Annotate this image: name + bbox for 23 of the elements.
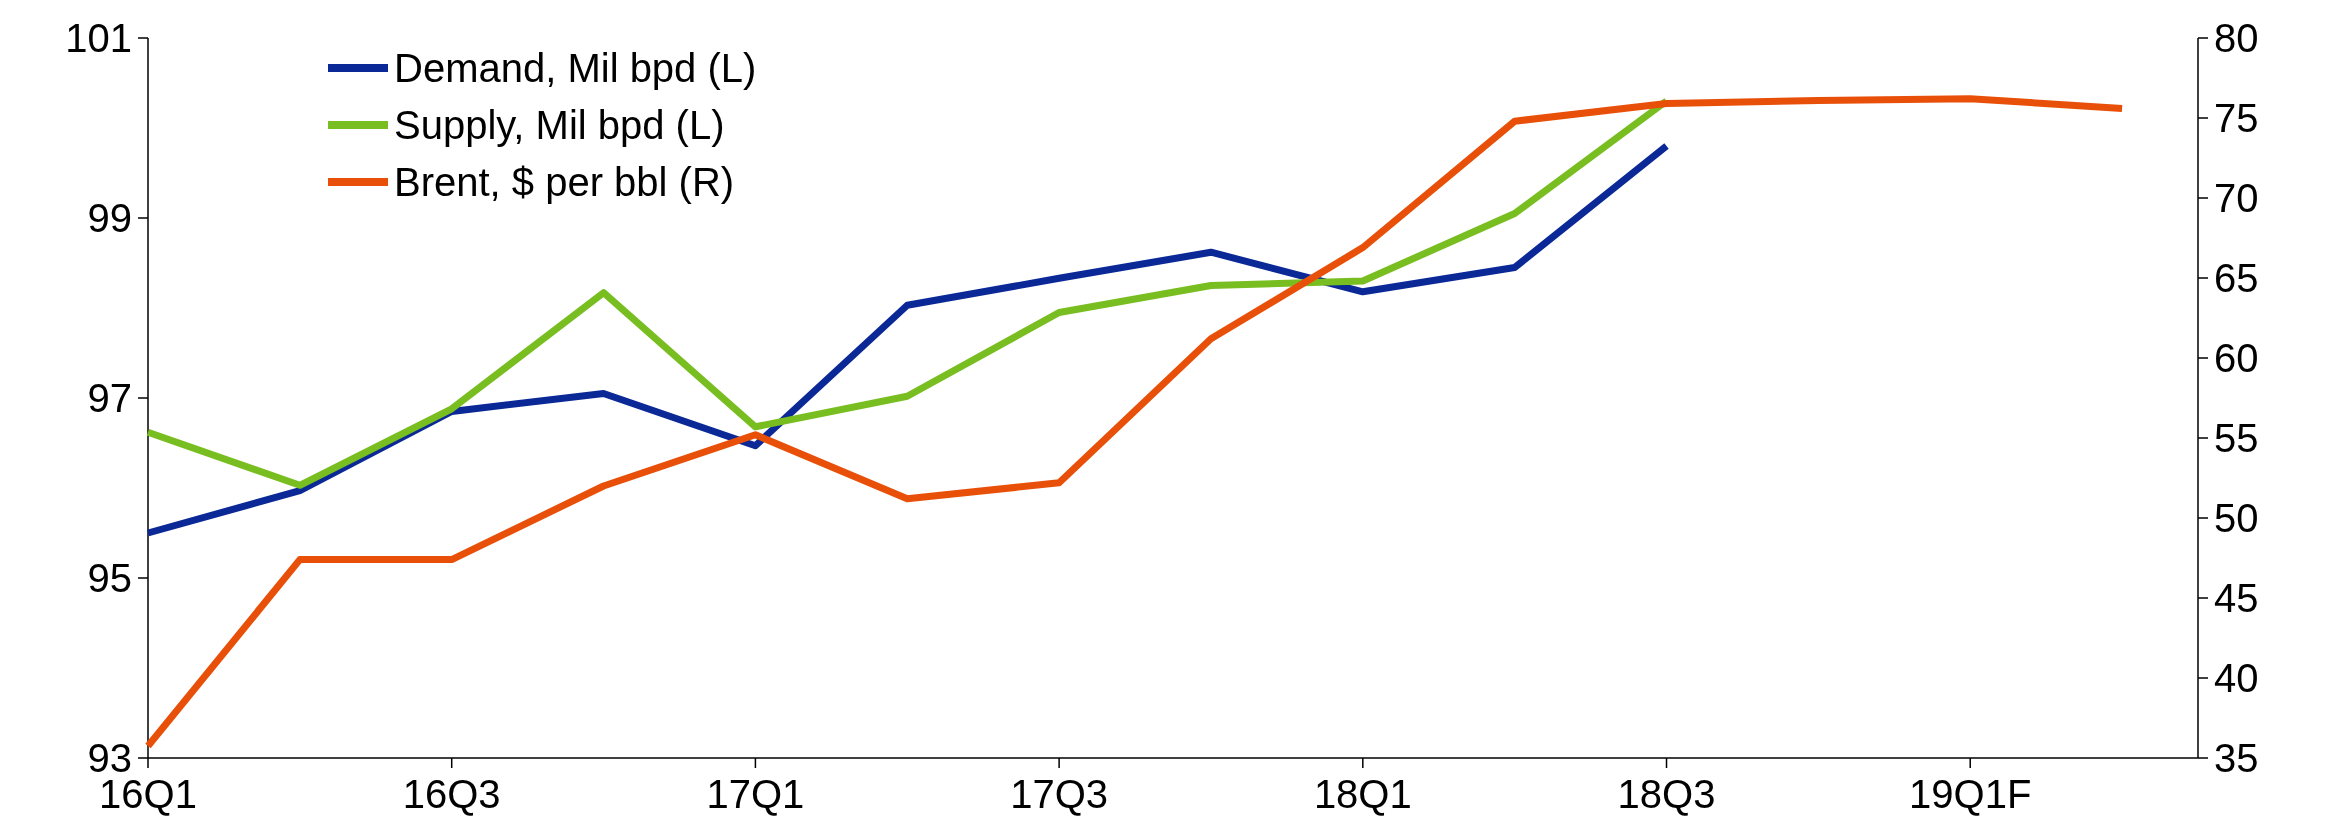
y2-tick-label: 80 xyxy=(2214,16,2259,60)
x-tick-label: 19Q1F xyxy=(1909,772,2032,816)
y2-tick-label: 65 xyxy=(2214,256,2259,300)
y-tick-label: 97 xyxy=(87,376,132,420)
y2-tick-label: 60 xyxy=(2214,336,2259,380)
y2-tick-label: 40 xyxy=(2214,656,2259,700)
legend-label: Supply, Mil bpd (L) xyxy=(394,103,725,147)
y2-tick-label: 55 xyxy=(2214,416,2259,460)
y2-tick-label: 70 xyxy=(2214,176,2259,220)
y2-tick-label: 75 xyxy=(2214,96,2259,140)
x-tick-label: 18Q1 xyxy=(1313,772,1412,816)
y2-tick-label: 35 xyxy=(2214,736,2259,780)
y-tick-label: 95 xyxy=(87,556,132,600)
y-tick-label: 99 xyxy=(87,196,132,240)
x-tick-label: 16Q3 xyxy=(402,772,501,816)
x-tick-label: 17Q1 xyxy=(706,772,805,816)
x-tick-label: 18Q3 xyxy=(1617,772,1716,816)
legend-label: Demand, Mil bpd (L) xyxy=(394,46,757,90)
y2-tick-label: 50 xyxy=(2214,496,2259,540)
legend-label: Brent, $ per bbl (R) xyxy=(394,160,735,204)
y-tick-label: 101 xyxy=(65,16,132,60)
x-tick-label: 17Q3 xyxy=(1010,772,1109,816)
y2-tick-label: 45 xyxy=(2214,576,2259,620)
